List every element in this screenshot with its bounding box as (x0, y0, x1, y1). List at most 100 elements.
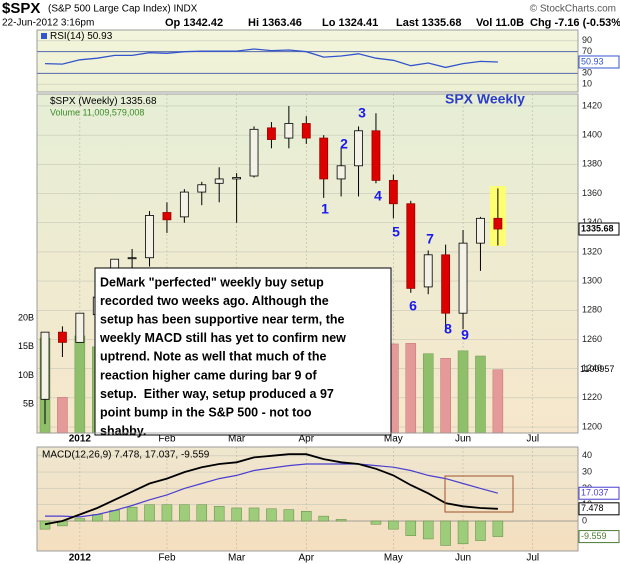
change-stat: Chg -7.16 (-0.53%) (530, 17, 620, 29)
highlight-box (444, 475, 514, 513)
candle-body (162, 212, 172, 221)
note-line: setup has been supportive near term, the (100, 312, 345, 326)
histogram-bar (144, 504, 155, 522)
candle-body (354, 130, 363, 167)
volume-tick-label: 15B (18, 341, 34, 351)
volume-tick-label: 5B (23, 399, 34, 409)
histogram-bar (388, 520, 399, 530)
volume-tick-label: 10B (18, 370, 34, 380)
copyright: © StockCharts.com (530, 4, 616, 15)
y-tick-label: 30 (582, 68, 592, 78)
count-label: 1 (321, 201, 329, 217)
symbol: $SPX (2, 0, 40, 17)
y-tick-label: 1360 (582, 188, 602, 198)
value-box (578, 222, 620, 236)
y-tick-label: 1280 (582, 305, 602, 315)
note-line: shabby. (100, 424, 146, 438)
count-label: 9 (461, 327, 469, 343)
candle-body (423, 254, 433, 288)
histogram-bar (126, 506, 138, 522)
x-tick-label: May (384, 553, 403, 564)
x-tick-label: Feb (158, 434, 176, 445)
candle-body (371, 130, 381, 181)
candle-body (406, 203, 416, 289)
candle-body (319, 137, 329, 180)
x-tick-label: Feb (158, 553, 176, 564)
volume-bar (475, 355, 486, 434)
x-tick-label: 2012 (69, 553, 92, 564)
volume-legend: Volume 11,009,579,008 (50, 107, 144, 117)
volume-bar (74, 335, 86, 434)
volume-bar (457, 350, 469, 434)
symbol-name: (S&P 500 Large Cap Index) INDX (48, 4, 198, 15)
candle-body (284, 123, 294, 139)
candle-body (58, 331, 67, 343)
histogram-bar (196, 504, 208, 522)
candle-body (493, 217, 503, 230)
count-label: 2 (340, 136, 348, 152)
note-line: point bump in the S&P 500 - not too (100, 405, 312, 419)
volume-bar (492, 369, 504, 434)
histogram-bar (405, 520, 417, 536)
volume-bar (440, 358, 451, 434)
candle-body (388, 179, 398, 205)
candle-body (232, 177, 242, 180)
y-tick-label: 1340 (582, 217, 602, 227)
x-tick-label: May (384, 434, 403, 445)
histogram-bar (422, 520, 434, 540)
panel (36, 29, 579, 93)
low-stat: Lo 1324.41 (322, 17, 378, 29)
candle-body (145, 215, 154, 259)
chart-title: SPX Weekly (445, 91, 525, 107)
legend: $SPX (Weekly) 1335.68 (50, 96, 157, 107)
candle-body (267, 127, 276, 140)
candle-body (197, 184, 207, 193)
y-tick-label: 1380 (582, 159, 602, 169)
histogram-bar (457, 520, 469, 545)
candle-body (214, 178, 224, 184)
histogram-bar (39, 520, 51, 530)
y-tick-label: 90 (582, 35, 592, 45)
candle-body (40, 331, 50, 400)
note-line: weekly MACD still has yet to confirm new (99, 331, 346, 345)
x-tick-label: Jul (526, 434, 539, 445)
x-tick-label: 2012 (69, 434, 92, 445)
note-line: reaction higher came during bar 9 of (100, 368, 318, 382)
y-tick-label: 1300 (582, 275, 602, 285)
count-label: 5 (392, 224, 400, 240)
value-box (578, 486, 620, 500)
value-label: 50.93 (581, 56, 604, 66)
histogram-bar (248, 507, 260, 522)
value-label: 1335.68 (581, 223, 614, 233)
high-stat: Hi 1363.46 (248, 17, 302, 29)
histogram-bar (231, 507, 242, 522)
macd-line (44, 453, 498, 526)
y-tick-label: 1240 (582, 363, 602, 373)
candle-body (179, 191, 189, 218)
volume-bar (57, 397, 68, 434)
histogram-bar (161, 504, 173, 522)
histogram-bar (266, 508, 277, 522)
volume-stat: Vol 11.0B (476, 17, 524, 29)
volume-tick-label: 20B (18, 312, 34, 322)
y-tick-label: 10 (582, 79, 592, 89)
x-tick-label: Jul (526, 553, 539, 564)
volume-last-label: 1100957 (580, 364, 614, 374)
panel-border (36, 93, 579, 434)
count-label: 3 (358, 105, 366, 121)
x-tick-label: Apr (298, 553, 314, 564)
value-label: 7.478 (581, 503, 604, 513)
y-tick-label: 1220 (582, 392, 602, 402)
count-label: 8 (444, 321, 452, 337)
note-box (94, 267, 392, 436)
candle-body (75, 312, 85, 343)
histogram-bar (283, 509, 295, 522)
y-tick-label: 1420 (582, 100, 602, 110)
histogram-bar (370, 520, 382, 525)
y-tick-label: 40 (582, 450, 592, 460)
histogram-bar (74, 518, 86, 522)
panel-border (36, 29, 579, 93)
legend: MACD(12,26,9) 7.478, 17.037, -9.559 (42, 450, 210, 461)
